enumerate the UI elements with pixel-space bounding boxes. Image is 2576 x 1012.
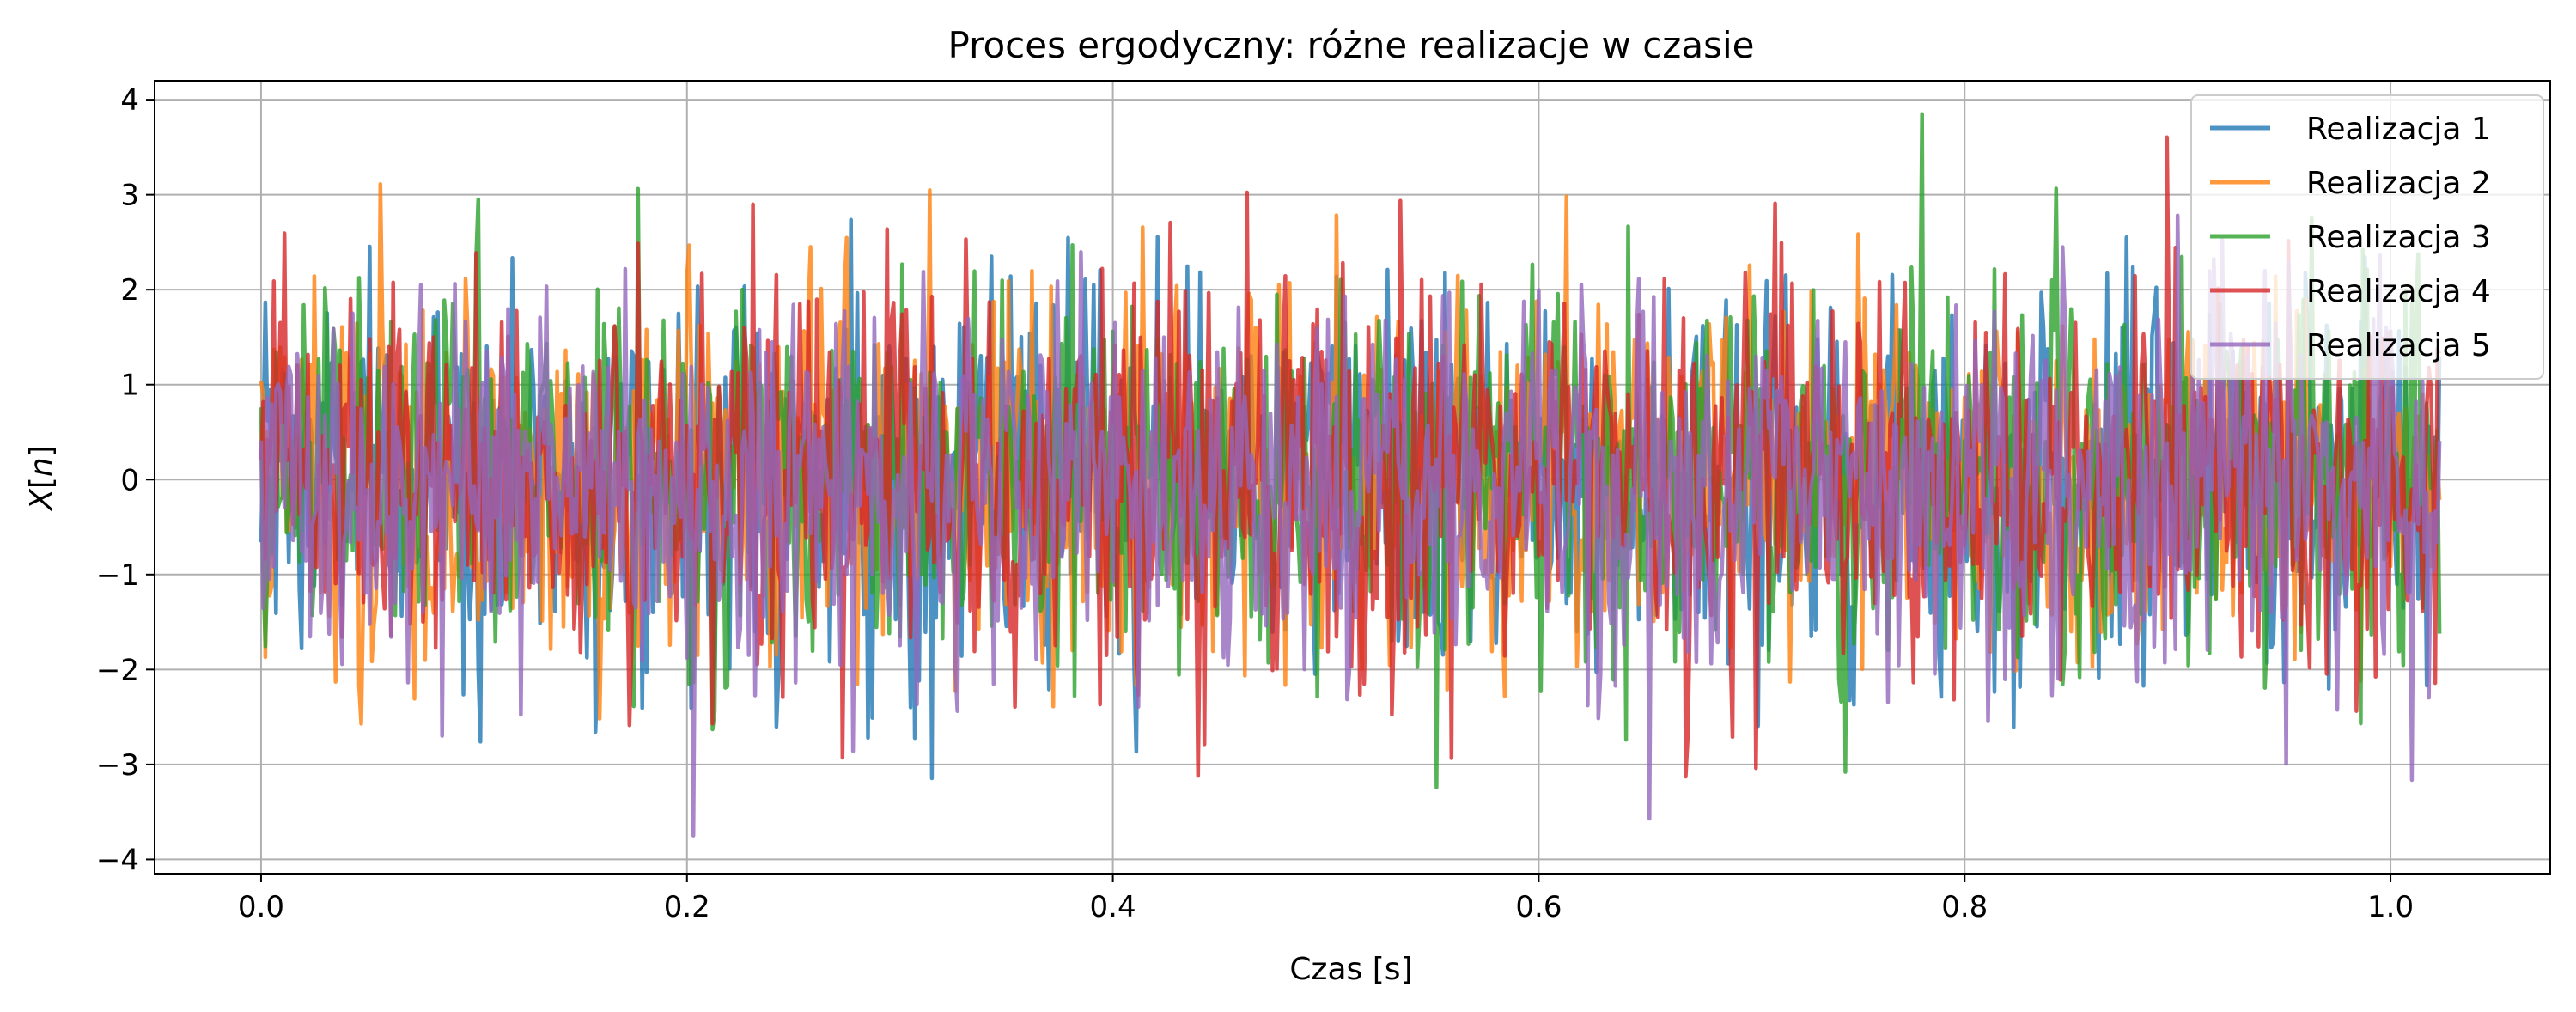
y-tick-label: 4 [120, 83, 139, 118]
legend-label-5: Realizacja 5 [2306, 328, 2491, 363]
legend-label-4: Realizacja 4 [2306, 274, 2491, 309]
x-tick-label: 1.0 [2367, 890, 2414, 924]
y-tick-label: −2 [96, 653, 139, 687]
legend-label-2: Realizacja 2 [2306, 166, 2491, 201]
x-axis-label: Czas [s] [1289, 952, 1412, 987]
y-tick-label: −1 [96, 558, 139, 593]
series-line-5 [259, 213, 2442, 838]
y-tick-label: 2 [120, 273, 139, 308]
y-axis: −4 −3 −2 −1 0 1 2 3 4 [96, 83, 155, 877]
x-tick-label: 0.0 [238, 890, 284, 924]
legend-label-3: Realizacja 3 [2306, 220, 2491, 255]
series-layer [259, 112, 2442, 838]
y-axis-label-bracket-open: [ [24, 477, 59, 489]
legend-box [2190, 94, 2544, 380]
y-tick-label: 0 [120, 463, 139, 497]
x-axis: 0.0 0.2 0.4 0.6 0.8 1.0 [238, 874, 2414, 924]
y-tick-label: 3 [120, 179, 139, 213]
x-tick-label: 0.2 [664, 890, 710, 924]
y-tick-label: −3 [96, 748, 139, 783]
y-axis-label: X[n] [24, 445, 59, 512]
x-tick-label: 0.8 [1941, 890, 1988, 924]
y-axis-label-bracket-close: ] [24, 445, 59, 457]
y-axis-label-main: X [24, 488, 59, 512]
chart-title: Proces ergodyczny: różne realizacje w cz… [948, 24, 1755, 66]
y-tick-label: −4 [96, 843, 139, 877]
x-tick-label: 0.6 [1515, 890, 1562, 924]
legend: Realizacja 1 Realizacja 2 Realizacja 3 Real… [2190, 94, 2544, 380]
x-tick-label: 0.4 [1090, 890, 1136, 924]
legend-label-1: Realizacja 1 [2306, 112, 2491, 147]
plot-frame [154, 80, 2551, 875]
y-tick-label: 1 [120, 369, 139, 403]
y-axis-label-arg: n [24, 457, 59, 477]
